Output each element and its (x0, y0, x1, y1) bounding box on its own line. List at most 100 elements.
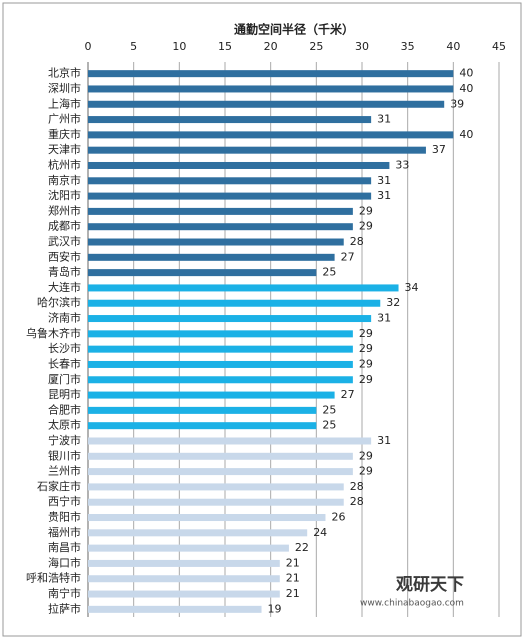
y-tick-label: 长沙市 (48, 341, 81, 355)
data-label: 22 (295, 541, 309, 554)
bar (88, 269, 317, 277)
y-tick-label: 石家庄市 (37, 479, 81, 493)
y-tick-label: 长春市 (48, 356, 81, 370)
data-label: 28 (350, 480, 364, 493)
bar (88, 284, 399, 292)
bar (88, 406, 317, 414)
y-tick-label: 天津市 (48, 142, 81, 156)
data-label: 29 (359, 220, 373, 233)
bar (88, 575, 280, 583)
data-label: 29 (359, 373, 373, 386)
data-label: 31 (377, 434, 391, 447)
bar (88, 452, 353, 460)
bar (88, 498, 344, 506)
data-label: 32 (386, 296, 400, 309)
y-tick-label: 重庆市 (48, 127, 81, 141)
y-tick-label: 昆明市 (48, 387, 81, 401)
bar (88, 238, 344, 246)
data-label: 21 (286, 556, 300, 569)
bar (88, 514, 326, 522)
y-tick-label: 呼和浩特市 (26, 571, 81, 585)
bar (88, 177, 372, 185)
y-tick-label: 广州市 (48, 112, 81, 126)
data-label: 29 (359, 342, 373, 355)
y-tick-label: 深圳市 (48, 81, 81, 95)
data-label: 27 (341, 250, 355, 263)
bar (88, 437, 372, 445)
data-label: 29 (359, 327, 373, 340)
y-tick-label: 武汉市 (48, 234, 81, 248)
data-label: 25 (322, 419, 336, 432)
x-tick-label: 25 (309, 40, 323, 53)
bar (88, 253, 335, 261)
y-tick-label: 南宁市 (48, 586, 81, 600)
y-tick-label: 乌鲁木齐市 (26, 326, 81, 340)
bar (88, 391, 335, 399)
data-label: 26 (331, 511, 345, 524)
bar (88, 207, 353, 215)
data-label: 40 (459, 82, 473, 95)
x-tick-label: 45 (492, 40, 506, 53)
bar (88, 360, 353, 368)
bar (88, 85, 454, 93)
data-label: 24 (313, 526, 327, 539)
y-tick-label: 合肥市 (48, 402, 81, 416)
bar (88, 315, 372, 323)
y-tick-label: 郑州市 (48, 203, 81, 217)
y-tick-label: 西宁市 (48, 494, 81, 508)
y-tick-label: 南昌市 (48, 540, 81, 554)
watermark: 观研天下 (395, 575, 464, 595)
y-tick-label: 哈尔滨市 (37, 295, 81, 309)
data-label: 29 (359, 465, 373, 478)
bar (88, 299, 381, 307)
bar (88, 483, 344, 491)
data-label: 25 (322, 266, 336, 279)
data-label: 31 (377, 312, 391, 325)
bar (88, 605, 262, 613)
data-label: 29 (359, 357, 373, 370)
y-tick-label: 杭州市 (48, 157, 81, 171)
bar (88, 590, 280, 598)
x-tick-label: 15 (218, 40, 232, 53)
y-tick-label: 西安市 (48, 249, 81, 263)
bar (88, 146, 426, 154)
data-label: 31 (377, 113, 391, 126)
x-tick-label: 5 (130, 40, 137, 53)
data-label: 37 (432, 143, 446, 156)
y-tick-label: 银川市 (48, 448, 81, 462)
data-label: 31 (377, 189, 391, 202)
data-label: 29 (359, 449, 373, 462)
data-label: 21 (286, 587, 300, 600)
bar (88, 223, 353, 231)
bar (88, 161, 390, 169)
bar (88, 544, 289, 552)
y-tick-label: 贵阳市 (48, 510, 81, 524)
watermark-url: www.chinabaogao.com (360, 599, 464, 609)
data-label: 40 (459, 128, 473, 141)
bar (88, 192, 372, 200)
x-tick-label: 35 (401, 40, 415, 53)
y-tick-label: 沈阳市 (48, 188, 81, 202)
bar (88, 131, 454, 139)
data-label: 19 (268, 602, 282, 615)
x-tick-label: 10 (172, 40, 186, 53)
y-tick-label: 成都市 (48, 219, 81, 233)
x-tick-label: 40 (446, 40, 460, 53)
data-label: 39 (450, 97, 464, 110)
x-tick-label: 30 (355, 40, 369, 53)
y-tick-label: 拉萨市 (48, 601, 81, 615)
bar (88, 529, 308, 537)
data-label: 34 (405, 281, 419, 294)
x-tick-label: 20 (264, 40, 278, 53)
bar (88, 468, 353, 476)
y-tick-label: 福州市 (48, 525, 81, 539)
bar (88, 376, 353, 384)
y-tick-label: 大连市 (48, 280, 81, 294)
y-tick-label: 济南市 (48, 311, 81, 325)
y-tick-label: 海口市 (48, 555, 81, 569)
data-label: 25 (322, 403, 336, 416)
y-tick-label: 宁波市 (48, 433, 81, 447)
y-tick-label: 上海市 (48, 96, 81, 110)
data-label: 29 (359, 204, 373, 217)
data-label: 28 (350, 235, 364, 248)
